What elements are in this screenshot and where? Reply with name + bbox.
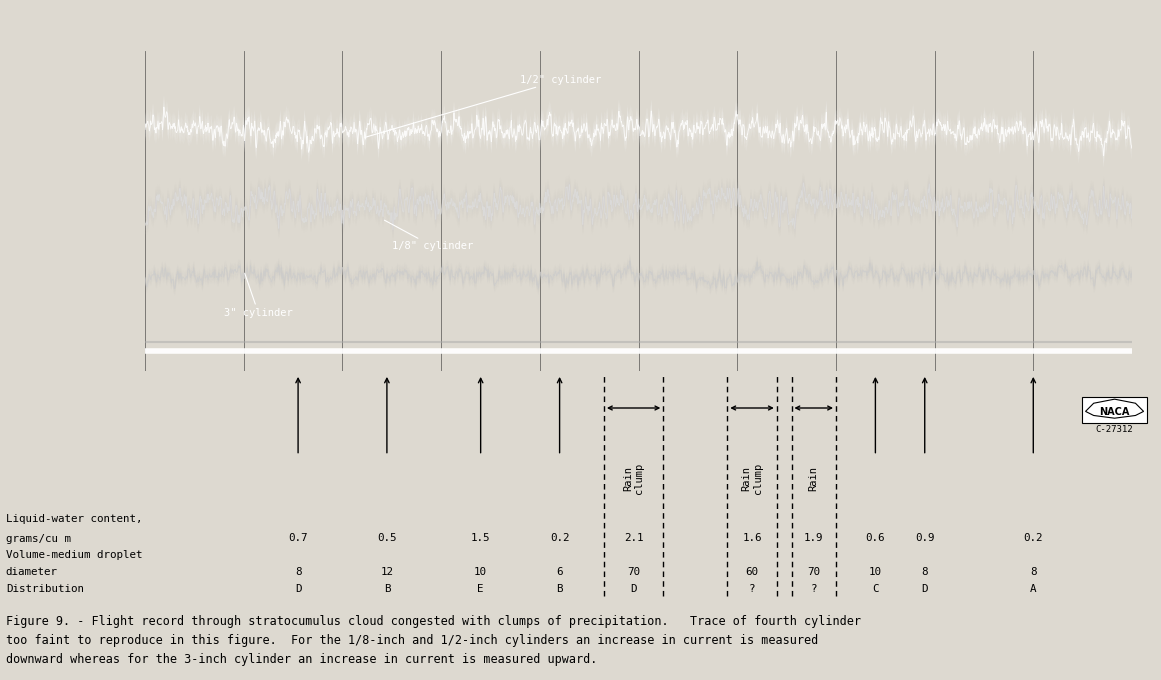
Text: Liquid-water content,: Liquid-water content,: [6, 513, 143, 524]
Text: 10: 10: [868, 566, 882, 577]
Text: Rain
clump: Rain clump: [741, 463, 763, 494]
Text: ?: ?: [810, 583, 817, 594]
Text: 0.7: 0.7: [288, 532, 308, 543]
Polygon shape: [1086, 399, 1144, 418]
Text: 60: 60: [745, 566, 758, 577]
Text: D: D: [922, 583, 928, 594]
Text: diameter: diameter: [6, 566, 58, 577]
Text: 8: 8: [922, 566, 928, 577]
Text: 1.6: 1.6: [742, 532, 762, 543]
Text: 70: 70: [807, 566, 820, 577]
Text: 0.5: 0.5: [377, 532, 397, 543]
Text: 8: 8: [1030, 566, 1037, 577]
Text: 8: 8: [295, 566, 302, 577]
Text: C: C: [872, 583, 879, 594]
Text: too faint to reproduce in this figure.  For the 1/8-inch and 1/2-inch cylinders : too faint to reproduce in this figure. F…: [6, 634, 819, 647]
Text: 0.6: 0.6: [866, 532, 885, 543]
Text: grams/cu m: grams/cu m: [6, 534, 71, 544]
Text: 70: 70: [627, 566, 640, 577]
Text: 0.2: 0.2: [550, 532, 569, 543]
Text: ?: ?: [749, 583, 756, 594]
Text: 1/8" cylinder: 1/8" cylinder: [384, 220, 473, 251]
Text: 1.9: 1.9: [803, 532, 823, 543]
Text: Volume-medium droplet: Volume-medium droplet: [6, 549, 143, 560]
Text: C-27312: C-27312: [1096, 425, 1133, 435]
Text: D: D: [630, 583, 637, 594]
Text: D: D: [295, 583, 302, 594]
Text: 2.1: 2.1: [623, 532, 643, 543]
Text: NACA: NACA: [1099, 407, 1130, 417]
Text: Rain: Rain: [809, 466, 819, 491]
Text: 0.2: 0.2: [1024, 532, 1043, 543]
Text: A: A: [1030, 583, 1037, 594]
Text: Rain
clump: Rain clump: [622, 463, 644, 494]
Text: 6: 6: [556, 566, 563, 577]
Text: B: B: [556, 583, 563, 594]
Text: 0.9: 0.9: [915, 532, 935, 543]
Text: 10: 10: [474, 566, 488, 577]
Text: 1/2" cylinder: 1/2" cylinder: [365, 75, 601, 137]
Text: Distribution: Distribution: [6, 583, 84, 594]
Text: downward whereas for the 3-inch cylinder an increase in current is measured upwa: downward whereas for the 3-inch cylinder…: [6, 653, 597, 666]
Text: 12: 12: [381, 566, 394, 577]
Text: B: B: [383, 583, 390, 594]
Text: 3" cylinder: 3" cylinder: [224, 273, 293, 318]
Text: Figure 9. - Flight record through stratocumulus cloud congested with clumps of p: Figure 9. - Flight record through strato…: [6, 615, 860, 628]
Text: 1.5: 1.5: [471, 532, 490, 543]
Bar: [1082, 397, 1147, 423]
Text: E: E: [477, 583, 484, 594]
